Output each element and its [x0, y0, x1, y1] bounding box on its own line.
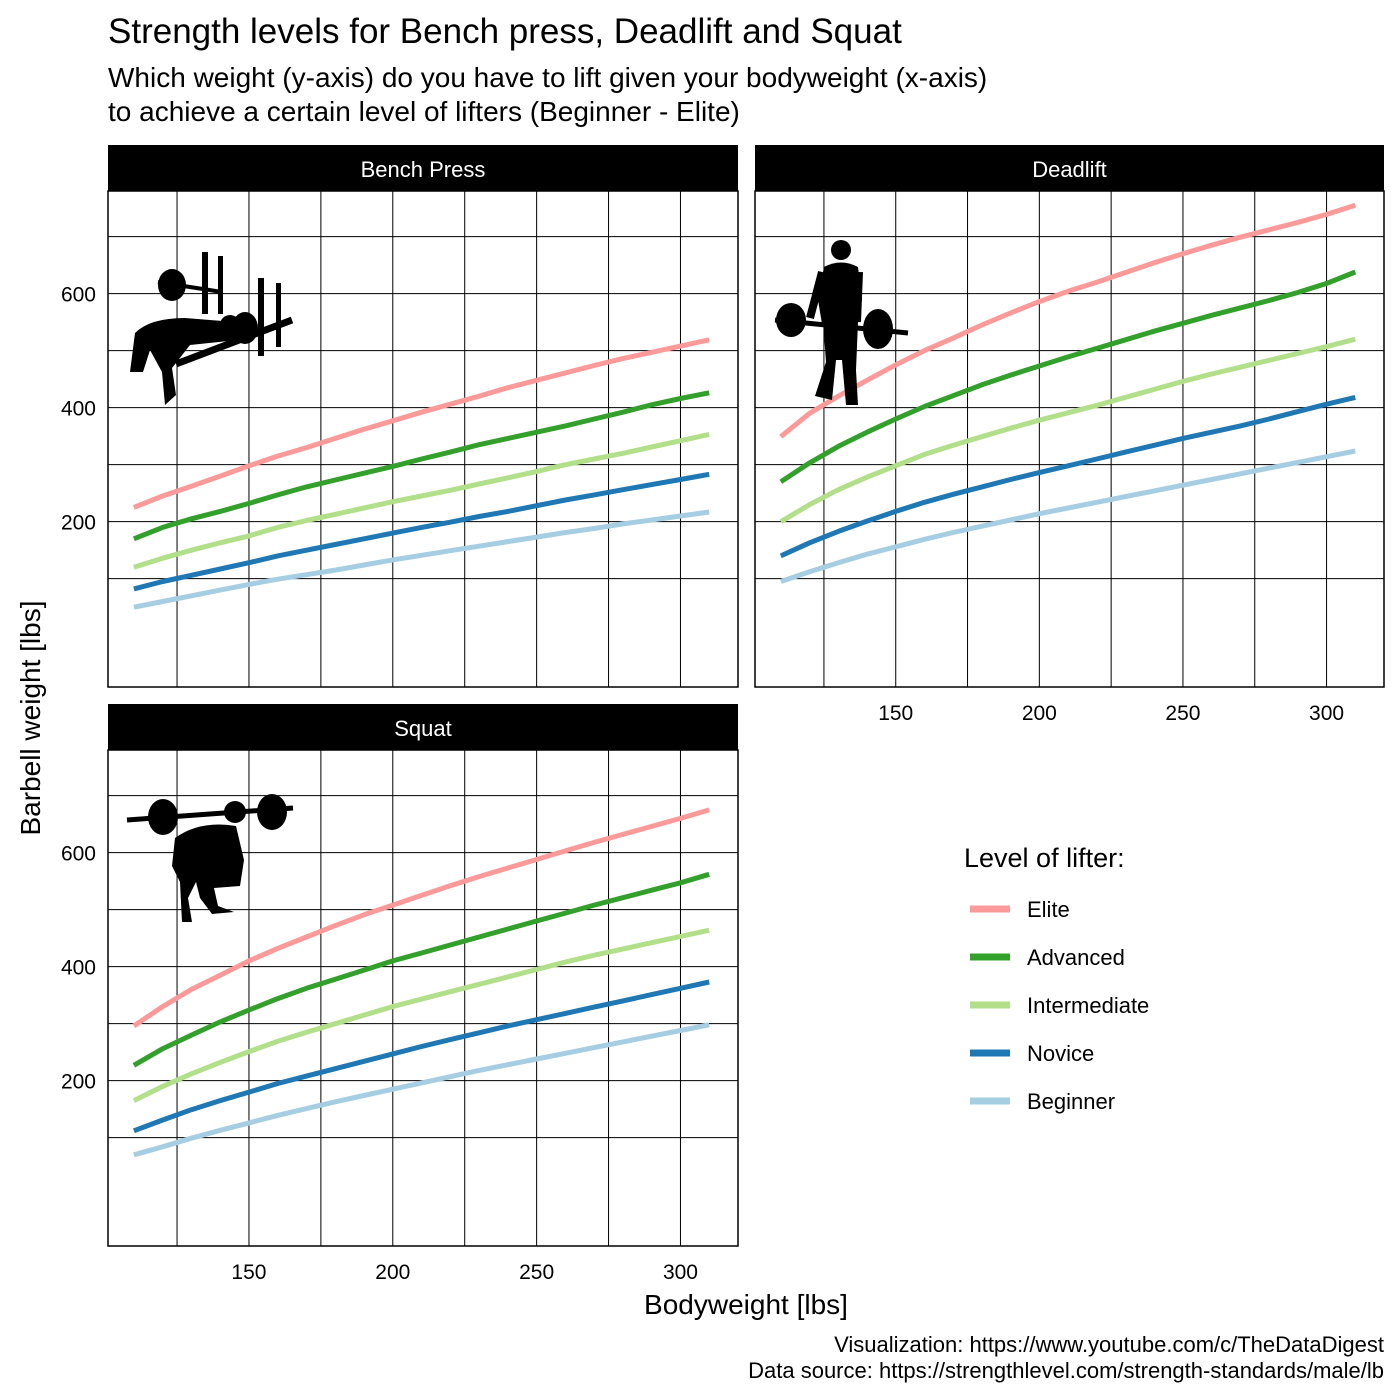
y-tick-label: 400 [61, 957, 96, 980]
bench-press-icon [130, 252, 294, 405]
y-tick-label: 600 [61, 284, 96, 307]
panel-deadlift: Deadlift 150 200 250 300 [754, 145, 1385, 725]
panel-border [107, 749, 739, 1247]
x-tick-label: 150 [231, 1261, 266, 1284]
x-tick-label: 250 [519, 1261, 554, 1284]
arm [806, 270, 826, 320]
panel-border [754, 190, 1385, 688]
x-tick-label: 150 [878, 702, 913, 725]
legend-title: Level of lifter: [964, 843, 1125, 873]
legend-label-beginner: Beginner [1027, 1089, 1115, 1114]
plate [257, 794, 287, 830]
y-tick-label: 200 [61, 512, 96, 535]
series-line-advanced [132, 871, 710, 1068]
legend-label-novice: Novice [1027, 1041, 1094, 1066]
body [172, 824, 244, 922]
rack-post [258, 278, 264, 356]
chart-subtitle-line-1: Which weight (y-axis) do you have to lif… [108, 62, 988, 93]
strip-label-bench-press: Bench Press [361, 157, 486, 182]
plate [776, 303, 806, 337]
x-tick-label: 200 [375, 1261, 410, 1284]
series-line-beginner [133, 1022, 710, 1158]
strip-label-deadlift: Deadlift [1032, 157, 1107, 182]
series-line-intermediate [779, 336, 1356, 524]
strip-squat [108, 704, 738, 750]
legend-label-advanced: Advanced [1027, 945, 1125, 970]
series-line-novice [133, 979, 710, 1134]
legend: Level of lifter: Elite Advanced Intermediat… [964, 843, 1149, 1114]
head [831, 240, 851, 260]
rack-post [276, 283, 281, 347]
plate [148, 799, 178, 835]
legend-label-elite: Elite [1027, 897, 1070, 922]
x-tick-label: 300 [1309, 702, 1344, 725]
legend-label-intermediate: Intermediate [1027, 993, 1149, 1018]
y-tick-label: 200 [61, 1071, 96, 1094]
head [224, 801, 246, 823]
panel-bench-press: Bench Press 200 400 600 [61, 145, 739, 688]
series-line-advanced [779, 269, 1357, 484]
panel-squat: Squat 200 400 600 150 200 250 300 [61, 704, 739, 1284]
strip-label-squat: Squat [394, 716, 452, 741]
legs [815, 322, 858, 405]
x-axis-title: Bodyweight [lbs] [644, 1289, 848, 1320]
strip-deadlift [755, 145, 1384, 191]
x-tick-label: 250 [1165, 702, 1200, 725]
series-line-intermediate [133, 431, 710, 570]
series-line-elite [132, 337, 710, 510]
series-line-novice [133, 471, 710, 592]
bar [157, 280, 223, 294]
chart-subtitle-line-2: to achieve a certain level of lifters (B… [108, 96, 740, 127]
y-tick-label: 600 [61, 843, 96, 866]
deadlift-icon [774, 240, 909, 405]
series-line-intermediate [132, 927, 710, 1103]
series-line-novice [779, 394, 1356, 559]
panel-border [107, 190, 739, 688]
caption-visualization: Visualization: https://www.youtube.com/c… [834, 1332, 1384, 1357]
strip-bench-press [108, 145, 738, 191]
caption-data-source: Data source: https://strengthlevel.com/s… [748, 1358, 1384, 1383]
series-line-elite [779, 202, 1357, 439]
plate [863, 309, 893, 349]
bench [174, 316, 294, 368]
body [130, 318, 238, 405]
series-line-beginner [133, 509, 710, 610]
chart-title: Strength levels for Bench press, Deadlif… [108, 12, 902, 51]
series-line-advanced [132, 390, 710, 542]
arm [853, 271, 863, 323]
y-axis-title: Barbell weight [lbs] [15, 600, 46, 835]
x-tick-label: 300 [663, 1261, 698, 1284]
x-tick-label: 200 [1022, 702, 1057, 725]
head [220, 315, 240, 335]
squat-icon [126, 794, 294, 922]
torso [818, 262, 862, 324]
rack-post [218, 256, 223, 314]
series-line-beginner [780, 448, 1356, 584]
rack-post [202, 252, 208, 314]
y-tick-label: 400 [61, 398, 96, 421]
series-line-elite [132, 807, 710, 1028]
